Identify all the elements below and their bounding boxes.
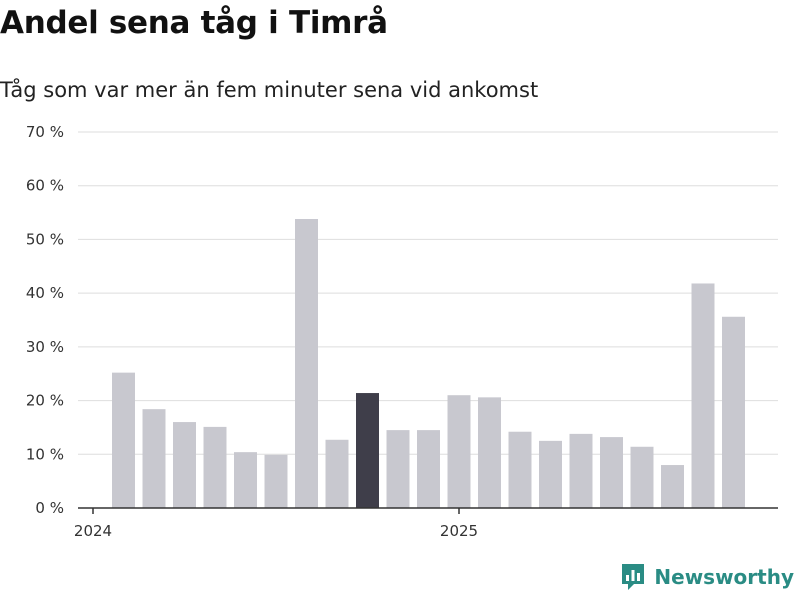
y-tick-label: 10 % <box>26 445 64 463</box>
bar-2025-08 <box>691 283 715 508</box>
bar-2025-01 <box>478 397 501 508</box>
x-tick-label: 2024 <box>74 522 112 540</box>
bar-2025-06 <box>630 446 654 508</box>
y-axis-ticks: 0 % 10 % 20 % 30 % 40 % 50 % 60 % 70 % <box>26 123 64 517</box>
bar-2024-01 <box>112 372 135 508</box>
bar-2024-12 <box>447 395 471 508</box>
bar-2025-03 <box>539 440 562 508</box>
bar-2024-03 <box>173 422 196 508</box>
y-tick-label: 30 % <box>26 338 64 356</box>
y-tick-label: 60 % <box>26 177 64 195</box>
x-axis: 2024 2025 <box>74 507 778 540</box>
x-tick-label: 2025 <box>440 522 478 540</box>
bar-2024-07 <box>295 219 318 508</box>
newsworthy-logo-icon <box>622 564 645 590</box>
y-tick-label: 70 % <box>26 123 64 141</box>
chart-title: Andel sena tåg i Timrå <box>0 5 388 41</box>
bars <box>112 219 745 508</box>
y-tick-label: 0 % <box>35 499 64 517</box>
bar-2024-08 <box>325 439 349 508</box>
y-tick-label: 50 % <box>26 230 64 248</box>
y-tick-label: 20 % <box>26 392 64 410</box>
bar-2024-02 <box>142 409 166 508</box>
bar-2024-05 <box>234 452 257 508</box>
chart-subtitle: Tåg som var mer än fem minuter sena vid … <box>0 78 539 102</box>
bar-2024-06 <box>264 454 288 508</box>
bar-2025-07 <box>661 465 684 508</box>
newsworthy-logo[interactable]: Newsworthy <box>620 562 794 592</box>
bar-2024-09 <box>356 393 379 508</box>
gridlines <box>78 131 778 455</box>
bar-2024-04 <box>203 426 227 508</box>
bar-2025-05 <box>600 437 623 508</box>
bar-2025-02 <box>508 431 532 508</box>
bar-2024-11 <box>417 430 440 508</box>
y-tick-label: 40 % <box>26 284 64 302</box>
bar-2024-10 <box>386 430 410 508</box>
bar-2025-09 <box>722 316 745 508</box>
bar-2025-04 <box>569 433 593 508</box>
brand-name: Newsworthy <box>654 565 794 589</box>
